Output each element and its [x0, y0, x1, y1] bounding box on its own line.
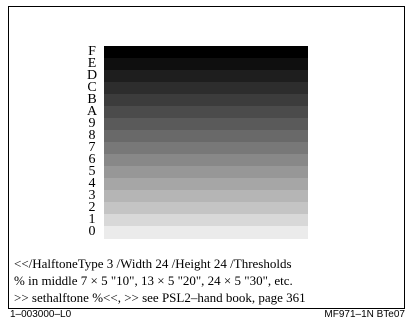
page-frame	[8, 6, 405, 309]
ramp-step	[104, 166, 308, 179]
ramp-step	[104, 58, 308, 71]
ramp-step	[104, 190, 308, 203]
caption-line-2: % in middle 7 × 5 "10", 13 × 5 "20", 24 …	[14, 273, 293, 288]
ramp-step	[104, 94, 308, 107]
ramp-label: 5	[88, 164, 96, 179]
ramp-label: A	[86, 104, 98, 119]
ramp-label: 1	[88, 212, 96, 227]
gray-ramp	[104, 46, 308, 239]
caption-line-3: >> sethalftone %<<, >> see PSL2–hand boo…	[14, 290, 306, 305]
ramp-label: E	[87, 56, 97, 71]
ramp-label: 7	[88, 140, 96, 155]
ramp-label: 3	[88, 188, 96, 203]
ramp-label: 2	[88, 200, 96, 215]
footer-right: MF971–1N BTe07	[324, 309, 405, 320]
caption-line-1: <</HalftoneType 3 /Width 24 /Height 24 /…	[14, 256, 292, 271]
ramp-label: F	[88, 44, 96, 59]
ramp-step	[104, 82, 308, 95]
ramp-step	[104, 202, 308, 215]
ramp-step	[104, 178, 308, 191]
ramp-label: 0	[88, 224, 96, 239]
ramp-label: 9	[88, 116, 96, 131]
ramp-step	[104, 226, 308, 239]
ramp-step	[104, 214, 308, 227]
ramp-step	[104, 70, 308, 83]
ramp-label: C	[87, 80, 97, 95]
ramp-label: 8	[88, 128, 96, 143]
ramp-step	[104, 46, 308, 59]
footer-left: 1–003000–L0	[10, 309, 72, 320]
ramp-step	[104, 118, 308, 131]
ramp-label: 6	[88, 152, 96, 167]
ramp-label: D	[86, 68, 98, 83]
ramp-step	[104, 106, 308, 119]
ramp-step	[104, 142, 308, 155]
ramp-label: B	[87, 92, 97, 107]
ramp-step	[104, 130, 308, 143]
ramp-step	[104, 154, 308, 167]
ramp-label: 4	[88, 176, 96, 191]
